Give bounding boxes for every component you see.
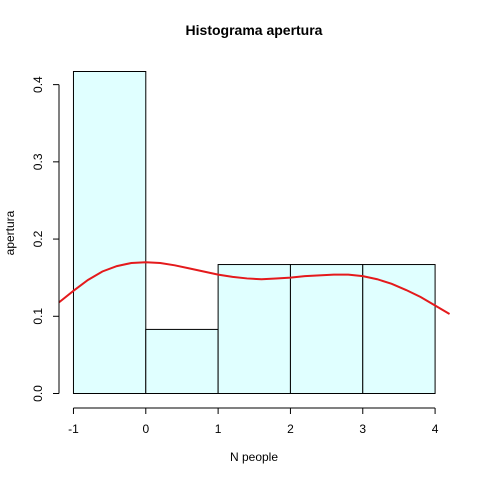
x-axis-label: N people [230,450,278,464]
y-tick-label: 0.4 [31,76,45,93]
y-tick-label: 0.0 [31,385,45,402]
y-tick-label: 0.1 [31,308,45,325]
histogram-bars [72,71,436,394]
y-tick-label: 0.2 [31,230,45,247]
histogram-bar-0 [72,71,147,394]
y-tick-label: 0.3 [31,153,45,170]
x-axis: -1 0 1 2 3 4 [68,407,439,436]
histogram-bar-4 [362,264,436,394]
x-tick-label: 1 [215,422,222,436]
x-tick-label: 2 [287,422,294,436]
x-tick-label: 0 [142,422,149,436]
chart-title: Histograma apertura [186,22,323,38]
histogram-bar-2 [217,264,291,394]
density-curve [58,261,451,315]
y-axis: 0.0 0.1 0.2 0.3 0.4 [31,76,60,402]
histogram-bar-3 [289,264,364,394]
x-tick-label: 4 [432,422,439,436]
y-axis-label: apertura [3,210,17,255]
density-curve-layer [58,261,451,315]
x-tick-label: 3 [359,422,366,436]
x-tick-label: -1 [68,422,79,436]
histogram-bar-1 [145,328,219,394]
